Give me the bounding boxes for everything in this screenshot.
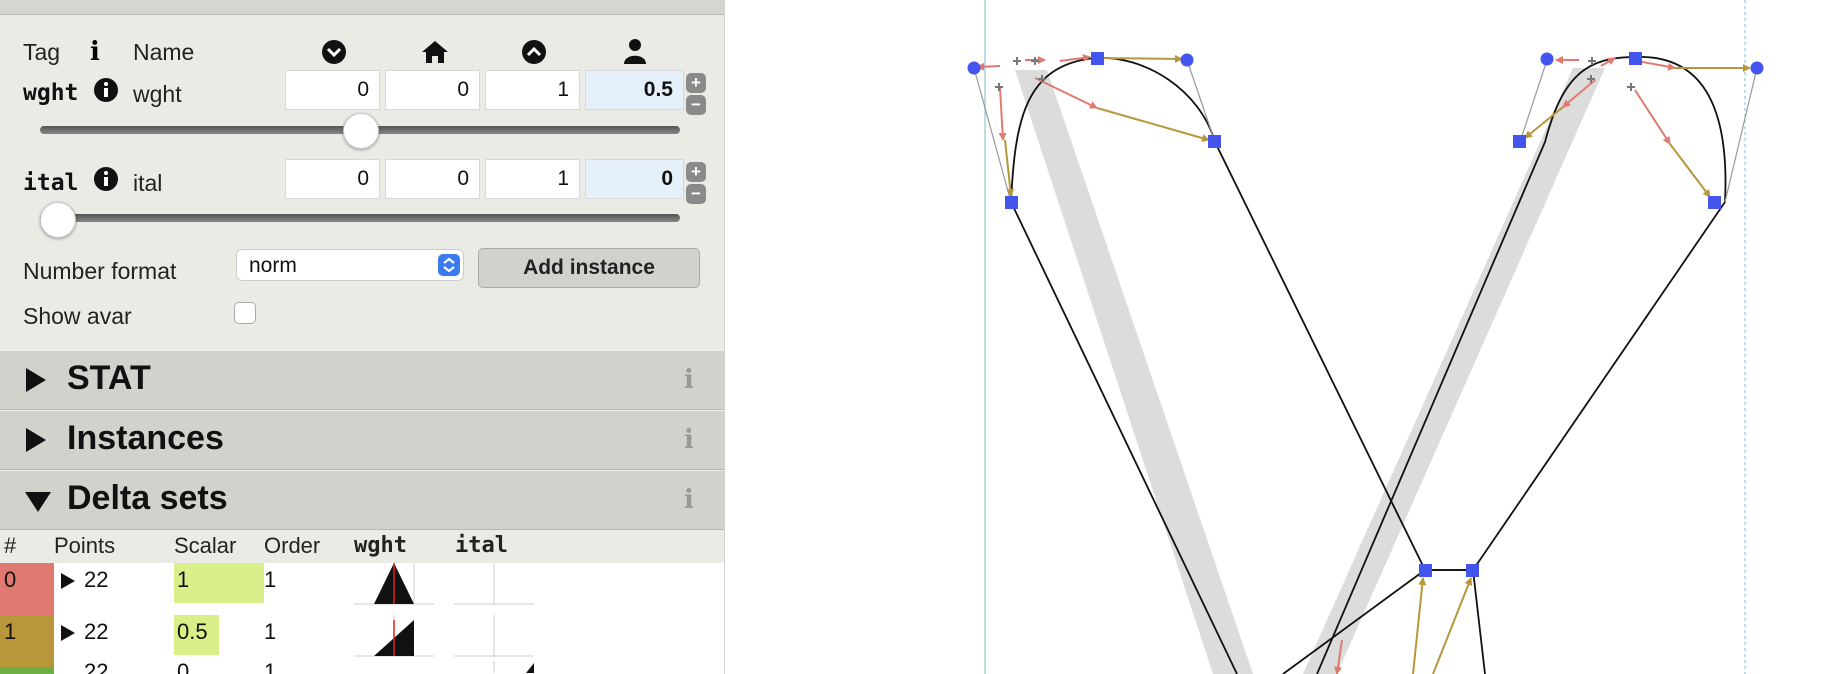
row-order: 1 <box>264 659 276 674</box>
panel-top-bar <box>0 0 724 15</box>
axis-default-input[interactable]: 0 <box>385 159 480 199</box>
axis-slider-thumb[interactable] <box>40 202 76 238</box>
col-header-order: Order <box>264 533 320 559</box>
row-points: 22 <box>84 619 108 645</box>
row-index: 0 <box>4 567 16 593</box>
section-instances[interactable]: Instances i <box>0 410 724 470</box>
glyph-default-shape <box>1015 70 1253 674</box>
glyph-default-shape <box>1303 68 1605 674</box>
number-format-label: Number format <box>23 258 176 285</box>
wght-support-chart <box>354 615 434 657</box>
section-delta-sets[interactable]: Delta sets i <box>0 470 724 530</box>
section-title: STAT <box>67 359 151 398</box>
show-avar-label: Show avar <box>23 303 132 330</box>
section-title: Instances <box>67 419 224 458</box>
row-scalar: 0.5 <box>177 619 208 645</box>
ital-support-chart <box>454 615 534 657</box>
home-icon[interactable] <box>421 39 449 65</box>
delta-arrows-red <box>977 57 1675 674</box>
axis-tag-wght: wght <box>23 80 78 106</box>
axis-tag-ital: ital <box>23 170 78 196</box>
increment-button[interactable]: + <box>686 73 706 93</box>
name-header: Name <box>133 39 194 66</box>
axis-name-wght: wght <box>133 81 182 108</box>
stepper-arrows-icon <box>438 254 460 276</box>
col-header-wght: wght <box>354 533 407 558</box>
axis-current-input[interactable]: 0.5 <box>585 70 684 110</box>
row-scalar: 0 <box>177 659 189 674</box>
row-index: 1 <box>4 619 16 645</box>
triangle-right-icon <box>24 427 48 453</box>
info-icon: i <box>90 37 100 67</box>
axis-max-input[interactable]: 1 <box>485 159 580 199</box>
increment-button[interactable]: + <box>686 162 706 182</box>
tag-header: Tag <box>23 39 60 66</box>
triangle-right-icon[interactable] <box>60 624 76 642</box>
row-points: 22 <box>84 659 108 674</box>
glyph-canvas[interactable] <box>725 0 1826 674</box>
wght-support-chart <box>354 563 434 605</box>
row-order: 1 <box>264 619 276 645</box>
triangle-right-icon[interactable] <box>60 572 76 590</box>
axis-min-input[interactable]: 0 <box>285 70 380 110</box>
table-row[interactable]: 22 0 1 <box>0 667 724 674</box>
control-handles <box>974 60 1757 202</box>
ital-support-chart <box>454 563 534 605</box>
axis-slider-thumb[interactable] <box>343 113 379 149</box>
col-header-points: Points <box>54 533 115 559</box>
col-header-scalar: Scalar <box>174 533 236 559</box>
table-row[interactable]: 1 22 0.5 1 <box>0 615 724 667</box>
info-icon[interactable]: i <box>684 365 694 395</box>
row-order: 1 <box>264 567 276 593</box>
section-stat[interactable]: STAT i <box>0 350 724 410</box>
axis-name-ital: ital <box>133 170 162 197</box>
chevron-down-icon[interactable] <box>322 40 346 64</box>
number-format-value: norm <box>249 254 297 278</box>
off-curve-points[interactable] <box>968 53 1764 75</box>
decrement-button[interactable]: − <box>686 184 706 204</box>
row-scalar: 1 <box>177 567 189 593</box>
table-row[interactable]: 0 22 1 1 <box>0 563 724 615</box>
info-icon[interactable]: i <box>684 425 694 455</box>
decrement-button[interactable]: − <box>686 95 706 115</box>
triangle-right-icon <box>24 367 48 393</box>
axis-slider-track[interactable] <box>40 214 680 222</box>
user-icon <box>623 38 647 64</box>
col-header-index: # <box>4 533 16 559</box>
info-icon[interactable] <box>94 167 118 191</box>
section-title: Delta sets <box>67 479 228 518</box>
info-icon[interactable] <box>94 78 118 102</box>
info-icon[interactable]: i <box>684 485 694 515</box>
chevron-up-icon[interactable] <box>522 40 546 64</box>
show-avar-checkbox[interactable] <box>234 302 256 324</box>
ital-support-chart <box>454 661 534 673</box>
axis-current-input[interactable]: 0 <box>585 159 684 199</box>
number-format-select[interactable]: norm <box>236 249 464 281</box>
axis-max-input[interactable]: 1 <box>485 70 580 110</box>
add-instance-button[interactable]: Add instance <box>478 248 700 288</box>
row-color-swatch <box>0 667 54 674</box>
axis-default-input[interactable]: 0 <box>385 70 480 110</box>
col-header-ital: ital <box>455 533 508 558</box>
triangle-down-icon <box>24 490 52 514</box>
axis-min-input[interactable]: 0 <box>285 159 380 199</box>
axes-panel: Tag i Name wght wght 0 0 1 0.5 + − ital … <box>0 0 725 674</box>
row-points: 22 <box>84 567 108 593</box>
